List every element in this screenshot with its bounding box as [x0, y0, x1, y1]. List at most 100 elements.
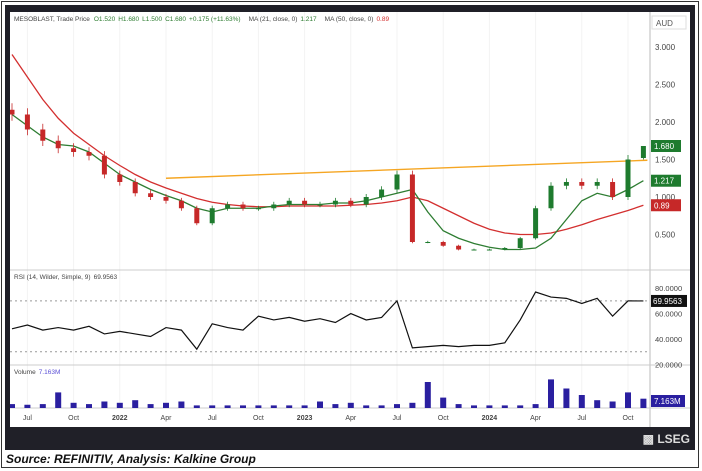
candle-body	[148, 193, 154, 197]
volume-value-tag	[651, 395, 685, 407]
candle-body	[610, 182, 616, 197]
x-tick-label: 2024	[482, 415, 498, 422]
volume-value-label: 7.163M	[654, 397, 681, 406]
x-tick-label: Jul	[23, 415, 32, 422]
candle-body	[594, 182, 600, 186]
candle-body	[225, 204, 231, 209]
candle-body	[533, 208, 539, 239]
candle-body	[271, 204, 277, 209]
candle-body	[255, 208, 261, 210]
candle-body	[625, 159, 631, 197]
x-tick-label: Jul	[393, 415, 402, 422]
volume-bar	[424, 382, 431, 408]
candle-body	[163, 197, 169, 201]
volume-bar	[163, 402, 169, 408]
x-tick-label: Jul	[577, 415, 586, 422]
volume-bar	[394, 404, 400, 408]
volume-bar	[270, 405, 277, 408]
rsi-tick-label: 20.0000	[655, 360, 682, 369]
candle-body	[40, 129, 46, 141]
price-tick-label: 0.500	[655, 231, 676, 240]
candle-body	[409, 174, 415, 242]
volume-bar	[317, 401, 323, 408]
x-tick-label: Apr	[161, 415, 173, 422]
volume-bar	[609, 401, 616, 408]
candle-body	[317, 204, 323, 206]
price-tick-label: 3.000	[655, 43, 676, 52]
candle-body	[117, 174, 123, 182]
volume-bar	[486, 405, 493, 408]
volume-bar	[455, 404, 462, 408]
x-tick-label: Jul	[208, 415, 217, 422]
volume-bar	[132, 400, 139, 408]
volume-bar	[224, 405, 231, 408]
candle-body	[394, 174, 400, 190]
x-tick-label: Oct	[623, 415, 634, 422]
volume-bar	[101, 401, 108, 408]
volume-bar	[563, 388, 570, 408]
x-tick-label: Apr	[530, 415, 542, 422]
ma21-line	[11, 113, 644, 251]
stock-chart[interactable]: AUD MESOBLAST, Trade Price O1.520 H1.680 L1…	[10, 12, 690, 427]
candle-body	[471, 249, 477, 251]
candle-body	[456, 245, 462, 250]
x-tick-label: Oct	[68, 415, 79, 422]
volume-bar	[70, 402, 77, 408]
volume-legend: Volume 7.163M	[14, 369, 60, 376]
candle-body	[24, 114, 30, 130]
rsi-tick-label: 60.0000	[655, 310, 682, 319]
candle-body	[86, 152, 92, 156]
volume-bar	[532, 404, 539, 408]
volume-bar	[209, 405, 216, 408]
price-tag-label: 1.217	[654, 177, 675, 186]
volume-bar	[347, 402, 354, 408]
volume-bar	[39, 404, 46, 408]
rsi-tick-label: 80.0000	[655, 284, 682, 293]
candle-body	[71, 148, 77, 152]
volume-bar	[640, 398, 647, 408]
volume-bar	[548, 379, 554, 408]
currency-box	[651, 15, 687, 30]
volume-bar	[471, 405, 477, 408]
rsi-legend: RSI (14, Wilder, Simple, 9) 69.9563	[14, 274, 117, 281]
candle-body	[348, 200, 354, 205]
price-tick-label: 2.000	[655, 118, 676, 127]
volume-bar	[625, 392, 631, 408]
lseg-logo: ▩ LSEG	[642, 432, 690, 446]
volume-bar	[255, 405, 262, 408]
volume-bar	[55, 392, 62, 408]
rsi-tick-label: 40.0000	[655, 335, 682, 344]
trendline	[165, 159, 648, 179]
volume-bar	[178, 401, 185, 408]
x-tick-label: 2023	[297, 415, 313, 422]
candle-body	[132, 182, 138, 194]
candle-body	[101, 155, 107, 175]
candle-body	[286, 200, 292, 205]
volume-bar	[286, 405, 293, 408]
x-tick-label: 2022	[112, 415, 128, 422]
volume-bar	[10, 404, 15, 408]
price-tag-label: 1.680	[654, 142, 675, 151]
candle-body	[10, 109, 15, 115]
rsi-line	[11, 291, 644, 351]
ma50-line	[11, 54, 644, 236]
price-tick-label: 2.500	[655, 81, 676, 90]
volume-bar	[147, 404, 154, 408]
candle-body	[363, 197, 369, 205]
rsi-value-label: 69.9563	[653, 297, 682, 306]
candle-body	[548, 185, 554, 209]
price-tick-label: 1.000	[655, 193, 676, 202]
price-tag-label: 0.89	[654, 201, 670, 210]
volume-bar	[440, 397, 447, 408]
legend-header: MESOBLAST, Trade Price O1.520 H1.680 L1.500…	[14, 16, 389, 23]
candle-body	[302, 200, 308, 205]
chart-background	[10, 12, 690, 427]
price-tag	[651, 140, 681, 152]
volume-bar	[594, 400, 601, 408]
volume-bar	[378, 405, 385, 408]
price-tag	[651, 199, 681, 212]
candle-body	[194, 208, 200, 224]
volume-bar	[240, 405, 246, 408]
candle-body	[240, 204, 246, 209]
